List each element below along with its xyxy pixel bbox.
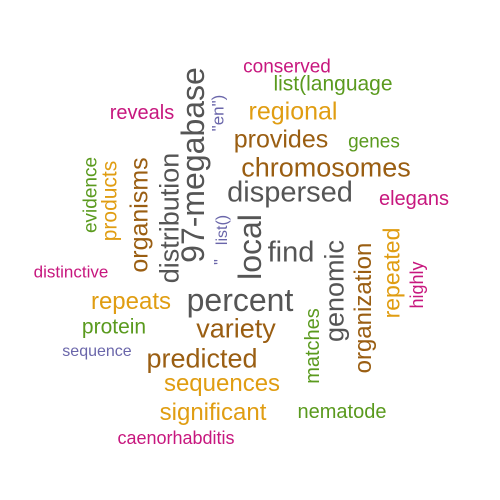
word-provides: provides <box>233 125 329 154</box>
word-significant: significant <box>159 399 267 426</box>
word-reveals: reveals <box>109 102 175 124</box>
word-organisms: organisms <box>125 157 154 273</box>
word-find: find <box>267 236 315 269</box>
word-list-language: list(language <box>273 72 393 96</box>
word-elegans: elegans <box>378 188 450 210</box>
word-genes: genes <box>348 131 400 153</box>
word-products: products <box>98 160 122 242</box>
word-sequences: sequences <box>163 370 281 397</box>
word-matches: matches <box>302 308 324 384</box>
word-conserved: conserved <box>243 56 331 78</box>
word-quote-mark: " <box>212 259 229 265</box>
word-en-quote: "en") <box>208 94 228 132</box>
word-local: local <box>232 214 268 280</box>
word-dispersed: dispersed <box>227 176 353 209</box>
word-percent: percent <box>186 282 294 318</box>
word-protein: protein <box>81 315 147 339</box>
word-regional: regional <box>248 97 338 126</box>
word-list-empty: list() <box>214 214 231 246</box>
word-sequence: sequence <box>62 343 132 360</box>
word-predicted: predicted <box>146 343 258 374</box>
word-distribution: distribution <box>154 152 185 284</box>
word-nematode: nematode <box>297 401 387 423</box>
word-distinctive: distinctive <box>33 262 109 282</box>
word-variety: variety <box>196 313 276 344</box>
word-repeated: repeated <box>378 227 405 319</box>
word-chromosomes: chromosomes <box>241 152 411 183</box>
word-caenorhabditis: caenorhabditis <box>117 428 235 448</box>
word-highly: highly <box>407 261 427 309</box>
word-genomic: genomic <box>319 239 350 343</box>
word-organization: organization <box>350 242 377 374</box>
word-repeats: repeats <box>90 288 172 315</box>
